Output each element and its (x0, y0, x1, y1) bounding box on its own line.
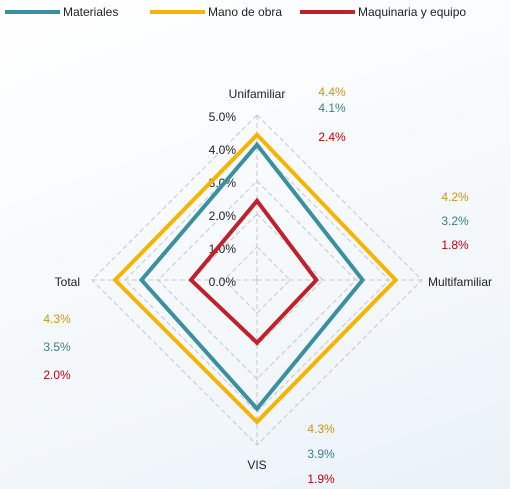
data-label: 4.2% (441, 190, 469, 204)
data-label: 2.4% (318, 130, 346, 144)
legend-label: Mano de obra (208, 5, 282, 19)
y-tick-label: 4.0% (209, 143, 237, 157)
grid-line (124, 147, 390, 413)
y-tick-label: 2.0% (209, 209, 237, 223)
data-label: 4.4% (318, 85, 346, 99)
series-line (112, 131, 399, 425)
data-label: 4.3% (43, 312, 71, 326)
data-label: 3.5% (43, 340, 71, 354)
y-tick-label: 0.0% (209, 275, 237, 289)
legend-label: Materiales (63, 5, 118, 19)
y-tick-label: 5.0% (209, 110, 237, 124)
data-label: 3.2% (441, 214, 469, 228)
data-label: 3.9% (307, 447, 335, 461)
data-label: 4.1% (318, 101, 346, 115)
legend-label: Maquinaria y equipo (358, 5, 466, 19)
grid-line (223, 246, 291, 314)
data-label: 2.0% (43, 368, 71, 382)
category-label: Multifamiliar (428, 275, 492, 289)
series-line (188, 197, 320, 346)
data-label: 4.3% (307, 422, 335, 436)
category-label: Total (55, 275, 80, 289)
category-label: Unifamiliar (229, 87, 286, 101)
category-label: VIS (247, 458, 266, 472)
series-line (138, 141, 366, 412)
data-label: 1.8% (441, 238, 469, 252)
data-label: 1.9% (307, 472, 335, 486)
